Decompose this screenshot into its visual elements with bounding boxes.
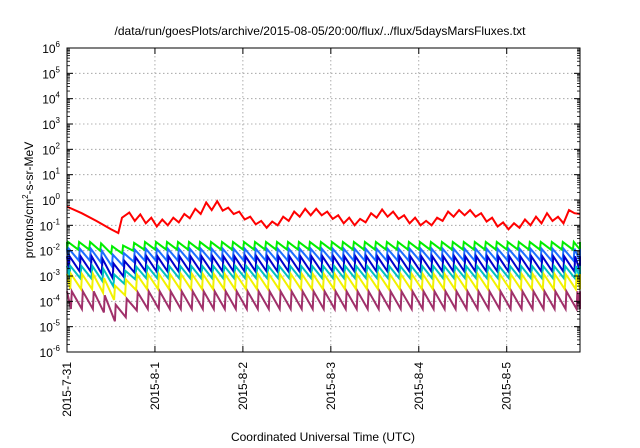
y-axis-title-rest: -s-sr-MeV [22, 142, 36, 195]
series-line-6 [66, 270, 581, 301]
x-tick-label: 2015-8-1 [148, 362, 162, 410]
y-axis-title: protons/cm2-s-sr-MeV [21, 142, 36, 258]
y-tick-label: 10-4 [40, 293, 61, 309]
y-tick-label: 100 [42, 192, 60, 208]
y-tick-label: 10-2 [40, 243, 61, 259]
y-tick-label: 104 [42, 91, 60, 107]
plot-frame [66, 47, 581, 353]
y-tick-label: 10-6 [40, 344, 61, 360]
x-tick-label: 2015-8-2 [236, 362, 250, 410]
series-line-7 [66, 287, 581, 322]
series-line-3 [66, 245, 581, 270]
chart-title: /data/run/goesPlots/archive/2015-08-05/2… [115, 24, 527, 38]
y-tick-label: 103 [42, 116, 60, 132]
series-line-2 [66, 239, 581, 256]
series-line-1 [66, 199, 581, 235]
series-line-4 [66, 252, 581, 282]
x-axis-title: Coordinated Universal Time (UTC) [231, 430, 415, 444]
x-tick-label: 2015-8-5 [500, 362, 514, 410]
y-tick-label: 10-5 [40, 319, 61, 335]
x-tick-label: 2015-7-31 [60, 362, 74, 417]
y-axis-title-base: protons/cm [22, 199, 36, 258]
x-tick-labels: 2015-7-31 2015-8-1 2015-8-2 2015-8-3 2015-8-… [60, 362, 514, 417]
y-tick-label: 102 [42, 141, 60, 157]
y-tick-label: 106 [42, 40, 60, 56]
series-line-5 [66, 262, 581, 290]
y-tick-label: 105 [42, 65, 60, 81]
y-tick-label: 101 [42, 167, 60, 183]
y-tick-labels: 10-6 10-5 10-4 10-3 10-2 10-1 100 101 102 103 104 1… [40, 40, 61, 360]
x-tick-label: 2015-8-4 [412, 362, 426, 410]
x-tick-label: 2015-8-3 [324, 362, 338, 410]
series-group [66, 199, 581, 322]
y-axis-title-sup: 2 [21, 194, 30, 199]
y-tick-label: 10-1 [40, 217, 61, 233]
y-tick-label: 10-3 [40, 268, 61, 284]
